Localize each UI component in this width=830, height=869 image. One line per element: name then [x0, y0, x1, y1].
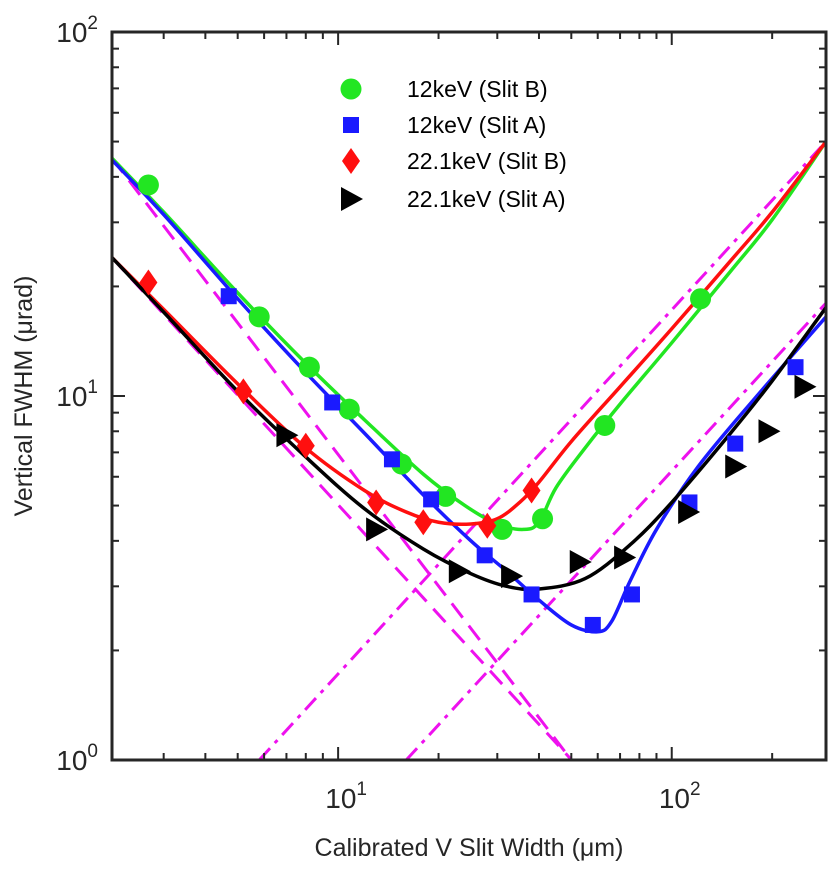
data-point [725, 454, 748, 479]
legend-marker [340, 78, 362, 100]
y-tick-label: 102 [56, 13, 98, 48]
legend-label: 12keV (Slit B) [407, 76, 548, 102]
data-point [423, 491, 440, 508]
data-point [787, 359, 804, 376]
data-point [414, 509, 433, 536]
data-point [614, 545, 637, 570]
y-tick-label: 100 [56, 741, 98, 776]
data-point [623, 586, 640, 603]
plot-frame [110, 30, 828, 762]
x-tick-labels: 101 102 [325, 779, 700, 814]
data-point [501, 564, 524, 589]
legend-marker [342, 148, 360, 174]
data-point [794, 374, 817, 399]
data-point [584, 616, 601, 633]
data-point [248, 306, 270, 328]
data-point [137, 174, 159, 196]
data-point [476, 547, 493, 564]
data-point [324, 394, 341, 411]
data-point [366, 517, 389, 542]
legend-label: 22.1keV (Slit B) [407, 148, 567, 174]
data-point [678, 500, 701, 525]
legend-marker [341, 187, 363, 211]
asymptote-layer [112, 140, 826, 760]
asymptote-line [112, 256, 574, 760]
y-axis-label: Vertical FWHM (μrad) [10, 276, 38, 517]
legend-label: 12keV (Slit A) [407, 112, 546, 138]
legend: 12keV (Slit B) 12keV (Slit A) 22.1keV (Sli… [340, 76, 567, 212]
data-point [435, 485, 457, 507]
data-point [727, 435, 744, 452]
data-point [234, 378, 253, 405]
data-point [478, 512, 497, 539]
data-point [690, 288, 712, 310]
data-point [276, 423, 299, 448]
x-tick-label: 102 [659, 779, 701, 814]
data-point [139, 269, 158, 296]
legend-marker [343, 117, 359, 133]
data-point [532, 508, 554, 530]
y-tick-label: 101 [56, 377, 98, 412]
legend-label: 22.1keV (Slit A) [407, 186, 566, 212]
data-point [367, 489, 386, 516]
data-marker-layer [137, 174, 817, 633]
asymptote-line [258, 140, 826, 760]
data-point [338, 398, 360, 420]
x-tick-label: 101 [325, 779, 367, 814]
asymptote-line [112, 157, 573, 760]
data-point [491, 518, 513, 540]
data-point [296, 432, 315, 459]
data-point [523, 586, 540, 603]
x-axis-label: Calibrated V Slit Width (μm) [315, 834, 624, 862]
data-point [758, 419, 781, 444]
asymptote-line [405, 302, 826, 760]
data-point [594, 414, 616, 436]
data-point [220, 288, 237, 305]
data-point [522, 477, 541, 504]
data-point [448, 559, 471, 584]
data-point [298, 356, 320, 378]
y-tick-labels: 100 101 102 [56, 13, 98, 776]
plot-area [112, 32, 826, 760]
data-point [383, 451, 400, 468]
data-point [569, 549, 592, 574]
